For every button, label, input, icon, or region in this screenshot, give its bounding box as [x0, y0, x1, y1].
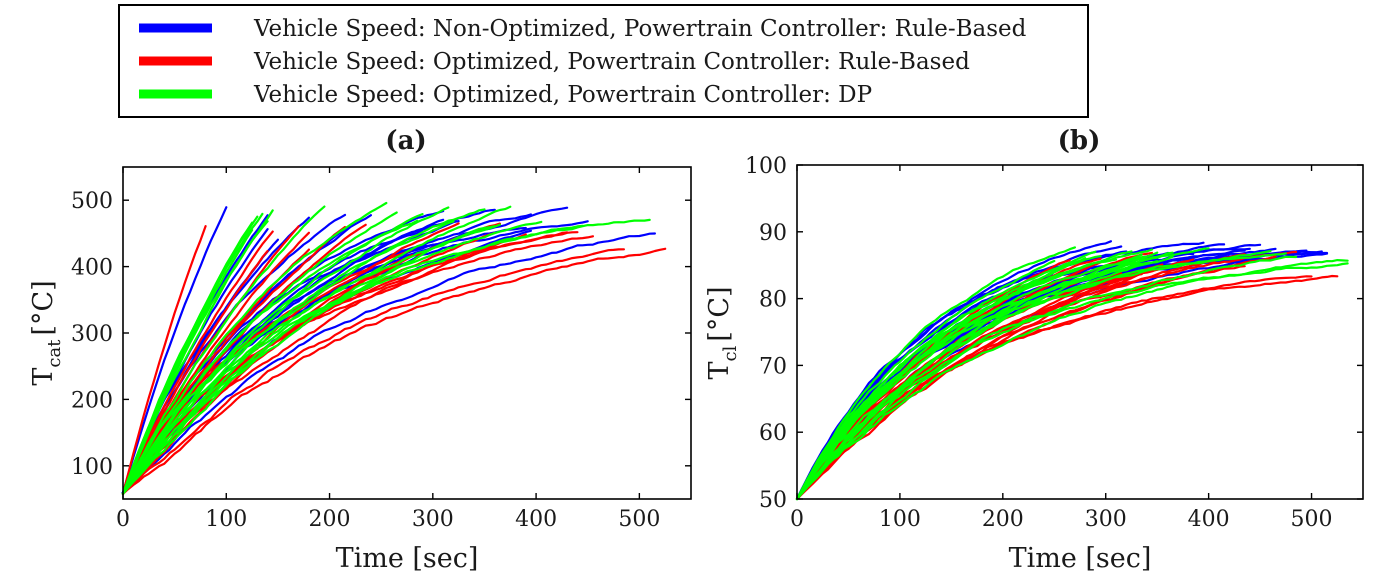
panel-b-ylabel-main: T	[704, 362, 735, 380]
panel-b-ytick-label-70: 70	[759, 354, 787, 379]
panel-a-trace-series2-17	[121, 221, 254, 495]
panel-b-xlabel: Time [sec]	[1009, 543, 1152, 574]
panel-a-trace-series2-15	[121, 213, 424, 495]
panel-a-ylabel: Tcat [°C]	[28, 280, 65, 385]
panel-b-traces	[795, 240, 1349, 501]
panel-b-xtick-label-400: 400	[1188, 507, 1230, 532]
panel-b-trace-series2-4	[795, 251, 1174, 501]
panel-a-traces	[121, 201, 667, 495]
panel-b-ylabel: Tcl [°C]	[704, 286, 741, 379]
panel-b-ylabel-sub: cl	[720, 345, 741, 361]
panel-b-ytick-label-90: 90	[759, 221, 787, 246]
panel-a-xtick-label-0: 0	[116, 507, 130, 532]
panel-b-trace-series2-10	[795, 250, 1097, 501]
panel-b-ylabel-text: Tcl [°C]	[704, 286, 741, 379]
legend-box	[118, 4, 1089, 118]
panel-a-xtick-label-100: 100	[205, 507, 247, 532]
panel-b-trace-series2-9	[795, 251, 1159, 501]
panel-a-ylabel-sub: cat	[44, 339, 65, 368]
panel-a-ytick-label-300: 300	[71, 322, 113, 347]
panel-a: (a) 0 100 200 300 400 500 100 200 300 400 500 Time…	[28, 126, 692, 574]
panel-b-xtick-label-100: 100	[879, 507, 921, 532]
panel-a-xtick-label-300: 300	[412, 507, 454, 532]
panel-b-trace-series2-18	[795, 258, 1118, 501]
panel-a-ytick-label-500: 500	[71, 189, 113, 214]
panel-b-ticks: 0 100 200 300 400 500 50 60 70 80 90 100	[745, 154, 1363, 532]
panel-a-trace-series1-10	[121, 230, 274, 495]
panel-a-trace-series2-11	[121, 205, 326, 495]
panel-a-ytick-label-200: 200	[71, 388, 113, 413]
panel-a-ticks: 0 100 200 300 400 500 100 200 300 400 500	[71, 167, 691, 532]
panel-b-title: (b)	[1058, 126, 1101, 156]
panel-a-xtick-label-500: 500	[618, 507, 660, 532]
panel-a-trace-series0-0	[121, 206, 228, 494]
panel-a-ytick-label-100: 100	[71, 455, 113, 480]
panel-b: (b) 0 100 200 300 400 500 50 60 70 80 90 100 Time […	[704, 126, 1364, 574]
panel-b-trace-series1-18	[795, 253, 1246, 501]
panel-b-trace-series2-2	[795, 262, 1349, 501]
panel-a-ylabel-text: Tcat [°C]	[28, 280, 65, 385]
panel-b-ytick-label-50: 50	[759, 488, 787, 513]
panel-b-trace-series2-12	[795, 259, 1056, 501]
panel-a-trace-series2-10	[121, 225, 496, 495]
panel-a-trace-series1-11	[121, 249, 269, 495]
panel-a-trace-series2-8	[121, 211, 398, 495]
panel-a-trace-series2-6	[121, 218, 651, 495]
panel-b-trace-series2-19	[795, 246, 1077, 501]
panel-a-trace-series2-19	[121, 220, 543, 495]
panel-a-trace-series2-16	[121, 206, 450, 495]
legend-label-optimized-dp: Vehicle Speed: Optimized, Powertrain Con…	[253, 82, 872, 108]
panel-b-trace-series2-1	[795, 259, 1349, 501]
panel-b-trace-series1-19	[795, 274, 1339, 501]
panel-a-title: (a)	[385, 126, 426, 156]
panel-b-ytick-label-100: 100	[745, 154, 787, 179]
panel-b-ytick-label-80: 80	[759, 288, 787, 313]
panel-a-ylabel-units: [°C]	[28, 280, 59, 335]
panel-b-xtick-label-0: 0	[790, 507, 804, 532]
panel-b-trace-series0-5	[795, 247, 1277, 501]
panel-b-trace-series2-17	[795, 260, 1159, 501]
panel-a-trace-series2-14	[121, 209, 274, 495]
panel-a-ylabel-main: T	[28, 368, 59, 386]
panel-b-xtick-label-500: 500	[1291, 507, 1333, 532]
panel-b-xtick-label-300: 300	[1085, 507, 1127, 532]
legend-label-optimized-rule-based: Vehicle Speed: Optimized, Powertrain Con…	[253, 49, 970, 75]
panel-a-trace-series1-0	[121, 248, 626, 495]
legend: Vehicle Speed: Non-Optimized, Powertrain…	[118, 4, 1089, 118]
panel-a-trace-series2-3	[121, 220, 455, 495]
panel-b-ytick-label-60: 60	[759, 421, 787, 446]
panel-b-trace-series2-7	[795, 255, 1298, 501]
panel-a-trace-series0-8	[121, 232, 657, 494]
panel-b-xtick-label-200: 200	[982, 507, 1024, 532]
panel-a-ytick-label-400: 400	[71, 256, 113, 281]
panel-a-xtick-label-400: 400	[515, 507, 557, 532]
panel-a-xlabel: Time [sec]	[336, 543, 479, 574]
panel-a-trace-series1-17	[121, 225, 207, 495]
panel-a-xtick-label-200: 200	[309, 507, 351, 532]
legend-label-non-optimized-rule-based: Vehicle Speed: Non-Optimized, Powertrain…	[253, 16, 1027, 42]
panel-a-trace-series1-5	[121, 247, 667, 495]
panel-b-ylabel-units: [°C]	[704, 286, 735, 341]
panel-a-trace-series2-12	[121, 201, 388, 495]
panel-b-axes-box	[796, 164, 1364, 500]
panel-a-trace-series2-18	[121, 208, 486, 495]
